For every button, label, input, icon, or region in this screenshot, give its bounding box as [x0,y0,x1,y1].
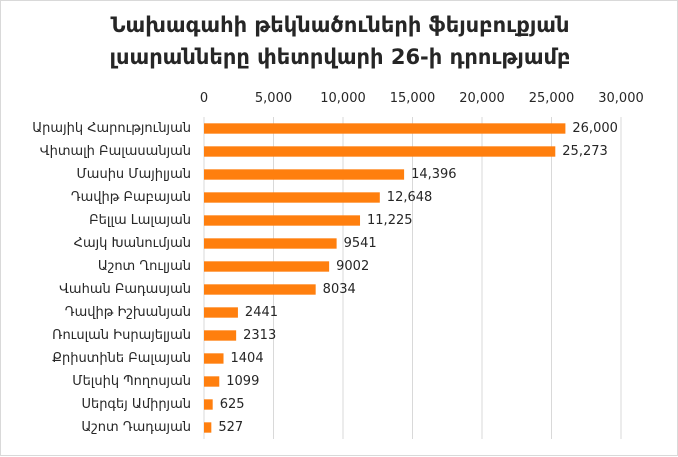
bar [204,261,330,272]
x-tick-label: 20,000 [459,91,505,106]
category-label: Մասիս Մայիլյան [77,167,192,182]
data-label: 26,000 [572,121,618,136]
bar [204,330,237,341]
bar [204,284,316,295]
x-tick-label: 15,000 [390,91,436,106]
bar [204,376,220,387]
category-label: Ռուսլան Իսրայելյան [52,328,191,343]
x-tick-label: 5,000 [255,91,292,106]
bar [204,215,361,226]
chart-title-line-1: Նախագահի թեկնածուների ֆեյսբուքյան [110,13,570,37]
bar [204,353,224,364]
data-label: 11,225 [367,213,413,228]
data-label: 8034 [323,282,356,297]
bar [204,169,405,180]
data-label: 625 [220,397,245,412]
category-label: Վահան Բադասյան [59,282,191,297]
data-label: 527 [218,420,243,435]
category-label: Արայիկ Հարությունյան [32,121,191,136]
bar [204,192,380,203]
category-label: Բելլա Լալայան [89,213,191,228]
data-label: 1404 [231,351,264,366]
category-label: Քրիստինե Բալայան [52,351,191,366]
x-tick-label: 10,000 [320,91,366,106]
data-label: 12,648 [387,190,433,205]
chart-title-line-2: լսարանները փետրվարի 26-ի դրությամբ [109,45,571,69]
x-tick-label: 30,000 [598,91,644,106]
data-label: 1099 [226,374,259,389]
data-label: 9002 [336,259,369,274]
x-tick-label: 0 [200,91,208,106]
bar [204,146,556,157]
category-label: Աշոտ Ղուլյան [98,259,191,274]
category-label: Աշոտ Դադայան [81,420,191,435]
bar [204,123,566,134]
x-tick-label: 25,000 [529,91,575,106]
category-label: Վիտալի Բալասանյան [40,144,191,159]
category-label: Դավիթ Բաբայան [71,190,191,205]
category-label: Հայկ Խանումյան [74,236,191,251]
data-label: 14,396 [411,167,457,182]
data-label: 2441 [245,305,278,320]
data-label: 2313 [243,328,276,343]
data-label: 25,273 [562,144,608,159]
category-label: Մելսիկ Պողոսյան [72,374,191,389]
bar [204,238,337,249]
data-label: 9541 [344,236,377,251]
bar [204,399,213,410]
category-label: Դավիթ Իշխանյան [65,305,191,320]
bar [204,422,212,433]
category-label: Սերգեյ Ամիրյան [81,397,191,412]
bar [204,307,238,318]
